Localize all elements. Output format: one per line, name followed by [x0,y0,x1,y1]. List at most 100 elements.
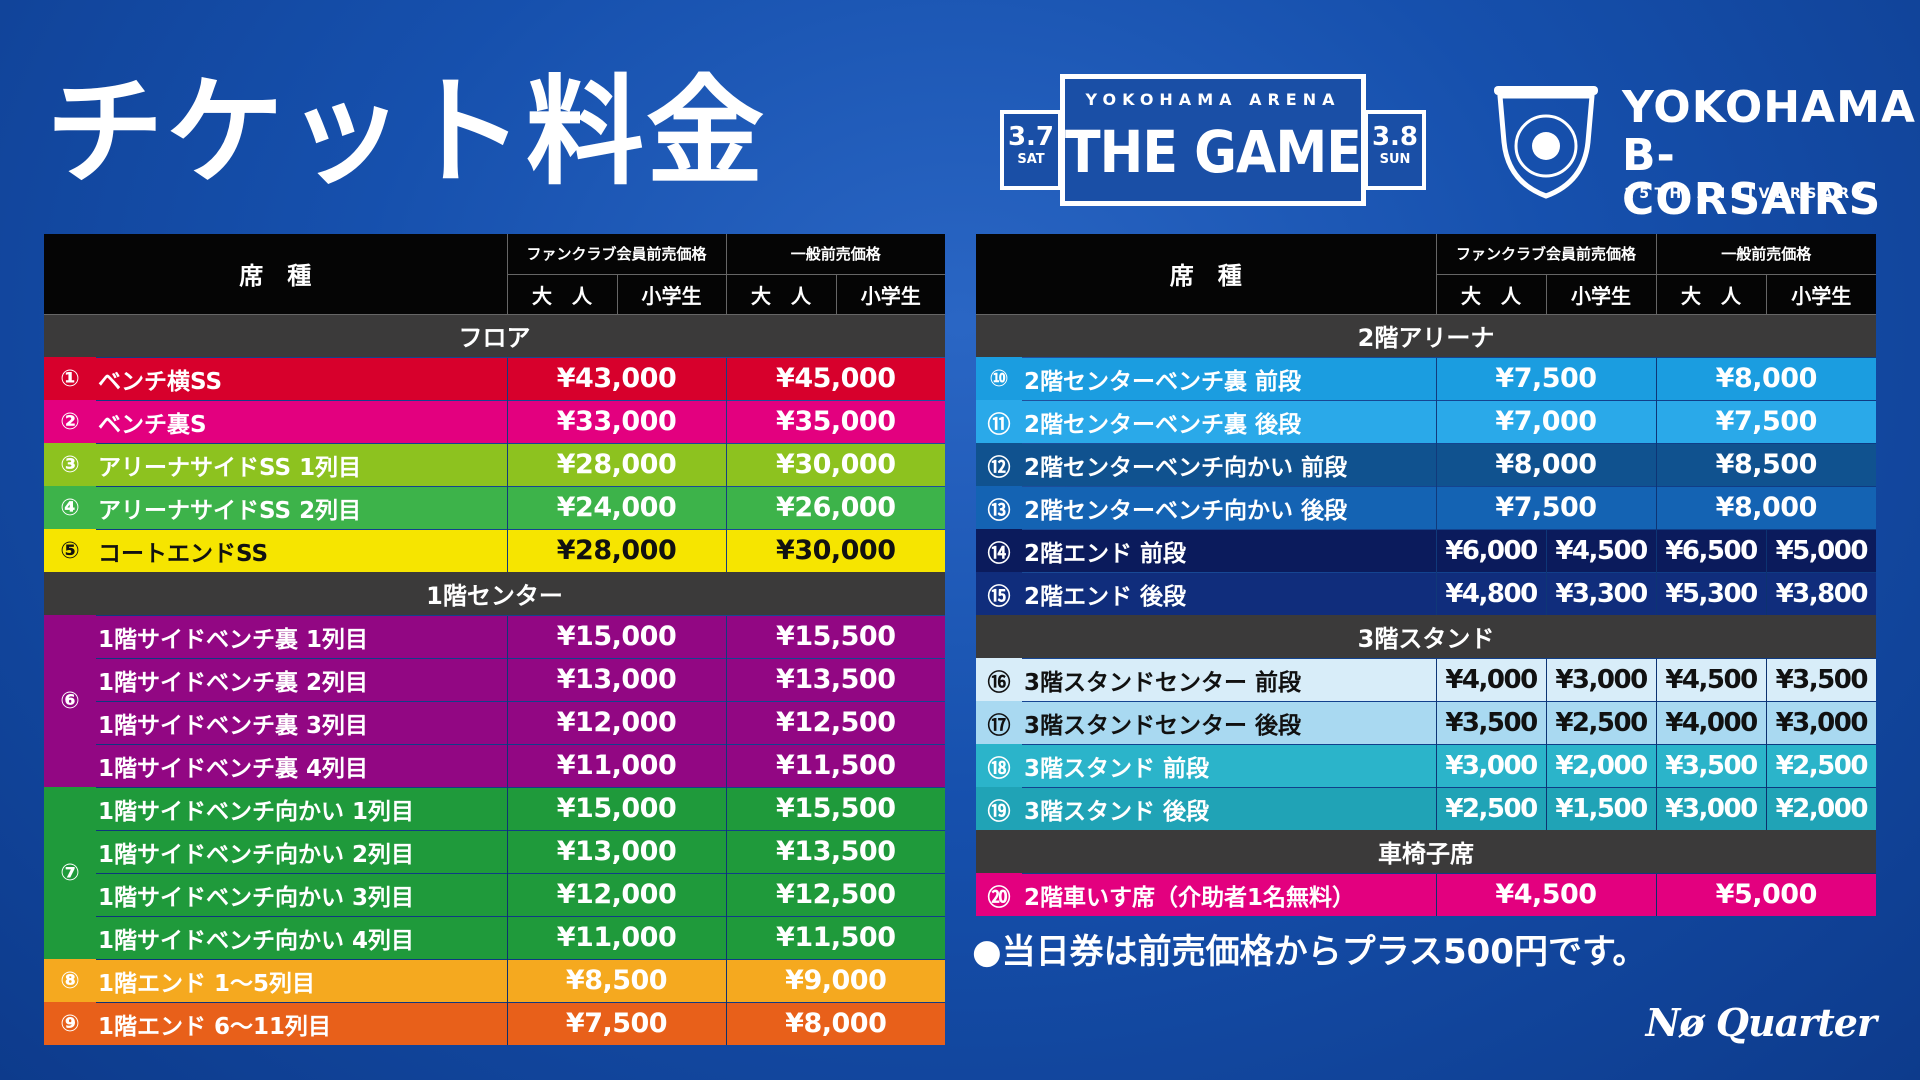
price: ¥7,500 [1435,485,1657,529]
price: ¥12,500 [725,700,946,744]
price: ¥8,000 [725,1001,946,1045]
price: ¥11,500 [725,915,946,959]
seat-row: ⑳ 2階車いす席（介助者1名無料） ¥4,500 ¥5,000 [976,872,1877,916]
price: ¥12,000 [506,700,727,744]
price: ¥13,000 [506,657,727,701]
seat-name: 1階サイドベンチ向かい 2列目 [96,829,507,873]
seat-row: 1階サイドベンチ裏 2列目 ¥13,000 ¥13,500 [44,657,946,701]
price: ¥5,000 [1765,528,1877,572]
price: ¥12,500 [725,872,946,916]
seat-number: ⑬ [976,486,1022,529]
seat-number: ④ [44,486,96,529]
section-title: 車椅子席 [976,830,1877,873]
seat-name: 1階サイドベンチ裏 1列目 [96,614,507,658]
section-row: フロア [44,314,946,357]
seat-name: 3階スタンド 前段 [1022,743,1436,787]
seat-name: 3階スタンド 後段 [1022,786,1436,830]
header-adult: 大 人 [1435,274,1546,315]
price: ¥9,000 [725,958,946,1002]
team-anniversary: 15TH ANNIVERSARY [1624,186,1870,202]
event-day2: 3.8 SUN [1364,110,1426,190]
price-table-left: 席 種ファンクラブ会員前売価格 一般前売価格大 人小学生大 人小学生 フロア ① ベンチ… [44,234,946,1045]
seat-number: ① [44,357,96,400]
section-row: 3階スタンド [976,615,1877,658]
seat-number: ⑤ [44,529,96,572]
price: ¥2,500 [1765,743,1877,787]
header-fanclub: ファンクラブ会員前売価格 [506,234,727,275]
seat-name: 2階エンド 後段 [1022,571,1436,615]
seat-row: ⑭ 2階エンド 前段 ¥6,000 ¥4,500 ¥6,500 ¥5,000 [976,528,1877,572]
section-row: 2階アリーナ [976,314,1877,357]
price: ¥15,500 [725,786,946,830]
seat-name: 1階エンド 1〜5列目 [96,958,507,1002]
price: ¥24,000 [506,485,727,529]
event-logo: YOKOHAMA ARENA THE GAME 3.7 SAT 3.8 SUN [1000,74,1426,214]
price: ¥2,000 [1545,743,1657,787]
price: ¥13,000 [506,829,727,873]
price: ¥3,500 [1435,700,1546,744]
seat-row: ⑫ 2階センターベンチ向かい 前段 ¥8,000 ¥8,500 [976,442,1877,486]
seat-row: 1階サイドベンチ向かい 2列目 ¥13,000 ¥13,500 [44,829,946,873]
header-adult: 大 人 [1655,274,1767,315]
header-general: 一般前売価格 [1655,234,1877,275]
price: ¥3,300 [1545,571,1657,615]
seat-name: 2階センターベンチ裏 前段 [1022,356,1436,400]
price: ¥30,000 [725,442,946,486]
event-name: THE GAME [1065,118,1362,186]
price: ¥8,000 [1655,356,1877,400]
price: ¥45,000 [725,356,946,400]
seat-row: ⑩ 2階センターベンチ裏 前段 ¥7,500 ¥8,000 [976,356,1877,400]
price: ¥33,000 [506,399,727,443]
seat-row: ③ アリーナサイドSS 1列目 ¥28,000 ¥30,000 [44,442,946,486]
price: ¥11,000 [506,743,727,787]
seat-row: ⑱ 3階スタンド 前段 ¥3,000 ¥2,000 ¥3,500 ¥2,500 [976,743,1877,787]
seat-number: ⑳ [976,873,1022,916]
seat-number: ⑪ [976,400,1022,443]
price: ¥28,000 [506,442,727,486]
price: ¥4,500 [1435,872,1657,916]
price: ¥13,500 [725,829,946,873]
price: ¥28,000 [506,528,727,572]
seat-row: 1階サイドベンチ裏 3列目 ¥12,000 ¥12,500 [44,700,946,744]
seat-name: 1階サイドベンチ向かい 3列目 [96,872,507,916]
team-name-2: B-CORSAIRS [1622,130,1882,225]
seat-name: 2階車いす席（介助者1名無料） [1022,872,1436,916]
seat-row: ⑰ 3階スタンドセンター 後段 ¥3,500 ¥2,500 ¥4,000 ¥3,000 [976,700,1877,744]
price: ¥13,500 [725,657,946,701]
header-row: 大 人小学生大 人小学生 [976,274,1877,315]
price: ¥35,000 [725,399,946,443]
seat-name: ベンチ横SS [96,356,507,400]
price: ¥3,000 [1545,657,1657,701]
seat-number: ⑨ [44,1002,96,1045]
header-row: 席 種ファンクラブ会員前売価格 一般前売価格 [976,234,1877,315]
seat-number: ⑭ [976,529,1022,572]
section-title: 2階アリーナ [976,314,1877,357]
seat-number: ⑩ [976,357,1022,400]
seat-name: 1階サイドベンチ向かい 4列目 [96,915,507,959]
seat-name: 2階センターベンチ向かい 前段 [1022,442,1436,486]
price-table-right: 席 種ファンクラブ会員前売価格 一般前売価格大 人小学生大 人小学生 2階アリーナ ⑩… [976,234,1877,916]
section-title: 3階スタンド [976,615,1877,658]
event-day1: 3.7 SAT [1000,110,1062,190]
header-child: 小学生 [1765,274,1877,315]
header-fanclub: ファンクラブ会員前売価格 [1435,234,1657,275]
section-row: 1階センター [44,572,946,615]
price: ¥4,500 [1655,657,1767,701]
price: ¥26,000 [725,485,946,529]
seat-row: ⑥ 1階サイドベンチ裏 1列目 ¥15,000 ¥15,500 [44,614,946,787]
seat-number: ⑧ [44,959,96,1002]
seat-row: ⑮ 2階エンド 後段 ¥4,800 ¥3,300 ¥5,300 ¥3,800 [976,571,1877,615]
price: ¥8,000 [1655,485,1877,529]
seat-row: ⑯ 3階スタンドセンター 前段 ¥4,000 ¥3,000 ¥4,500 ¥3,500 [976,657,1877,701]
price: ¥3,800 [1765,571,1877,615]
price: ¥15,500 [725,614,946,658]
seat-number: ⑫ [976,443,1022,486]
emblem-ring [1514,114,1578,178]
price: ¥15,000 [506,786,727,830]
price: ¥15,000 [506,614,727,658]
event-frame [1060,74,1366,206]
price: ¥3,000 [1765,700,1877,744]
seat-name: 2階センターベンチ向かい 後段 [1022,485,1436,529]
header-adult: 大 人 [506,274,617,315]
seat-name: 1階エンド 6〜11列目 [96,1001,507,1045]
